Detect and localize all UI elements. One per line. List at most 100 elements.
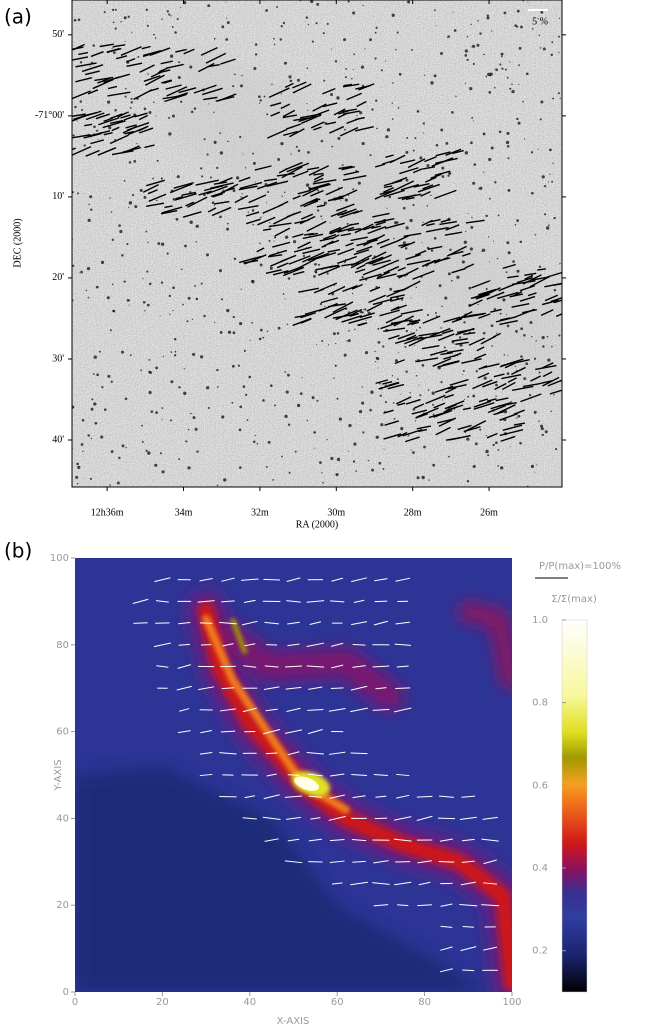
polarization-vector xyxy=(383,409,394,414)
star xyxy=(241,193,243,195)
star xyxy=(377,327,380,330)
star xyxy=(76,120,78,122)
polarization-vector xyxy=(147,189,158,195)
polarization-vector xyxy=(347,227,362,232)
polarization-vector xyxy=(165,84,182,90)
polarization-vector xyxy=(530,375,542,382)
star xyxy=(503,11,507,15)
star xyxy=(315,22,318,25)
star xyxy=(258,337,262,341)
star xyxy=(128,161,132,164)
star xyxy=(503,354,506,356)
polarization-vector xyxy=(379,309,400,317)
polarization-vector xyxy=(284,161,303,171)
polarization-vector xyxy=(85,149,100,157)
star xyxy=(427,313,430,316)
star xyxy=(172,114,175,118)
polarization-vector xyxy=(369,286,381,292)
star xyxy=(485,75,488,78)
star xyxy=(160,177,163,180)
star xyxy=(109,197,111,199)
star xyxy=(511,83,513,85)
star xyxy=(110,450,114,453)
star xyxy=(333,377,335,379)
polarization-vector xyxy=(280,254,297,263)
polarization-vector xyxy=(263,178,277,182)
star xyxy=(321,340,324,343)
star xyxy=(211,201,215,204)
star xyxy=(87,218,91,222)
star xyxy=(394,221,398,225)
star xyxy=(334,60,338,63)
star xyxy=(432,463,436,467)
polarization-vector xyxy=(353,249,370,256)
star xyxy=(110,380,113,383)
star xyxy=(322,32,325,35)
star xyxy=(168,294,172,298)
star xyxy=(148,111,152,115)
polarization-vector xyxy=(495,397,509,402)
star xyxy=(464,151,469,155)
polarization-vector xyxy=(501,381,516,391)
polarization-vector xyxy=(382,380,393,385)
star xyxy=(462,370,465,373)
star xyxy=(263,95,266,98)
star xyxy=(352,11,356,15)
polarization-vector xyxy=(353,599,365,603)
star xyxy=(170,380,174,384)
x-axis-title: RA (2000) xyxy=(296,519,339,530)
polarization-vector xyxy=(243,599,256,603)
star xyxy=(89,195,93,199)
polarization-vector xyxy=(425,394,446,405)
polarization-vector xyxy=(241,620,258,626)
polarization-vector xyxy=(303,200,319,208)
star xyxy=(239,321,243,326)
star xyxy=(421,475,425,480)
polarization-vector xyxy=(81,64,104,73)
polarization-vector xyxy=(331,882,343,885)
polarization-vector xyxy=(398,267,419,279)
vector-label: P/P(max)=100% xyxy=(539,561,621,572)
star xyxy=(384,401,388,404)
star xyxy=(538,34,541,37)
polarization-vector xyxy=(222,643,234,647)
polarization-vector xyxy=(401,280,421,292)
star xyxy=(191,318,194,320)
polarization-vector xyxy=(156,665,169,668)
star xyxy=(187,428,190,431)
star xyxy=(506,131,510,135)
star xyxy=(273,236,277,239)
polarization-vector xyxy=(464,263,475,269)
star xyxy=(559,97,561,99)
polarization-vector xyxy=(418,881,431,886)
star xyxy=(357,181,361,185)
polarization-vector xyxy=(473,400,492,408)
star xyxy=(535,340,537,342)
polarization-vector xyxy=(313,174,325,181)
star xyxy=(171,26,174,29)
star xyxy=(213,321,216,323)
star xyxy=(269,266,273,270)
star xyxy=(288,471,291,474)
polarization-vector xyxy=(143,49,162,57)
star xyxy=(161,407,164,409)
star xyxy=(504,68,507,71)
polarization-vector xyxy=(351,283,363,290)
star xyxy=(79,61,83,64)
star xyxy=(435,25,437,27)
star xyxy=(391,102,393,104)
star xyxy=(277,326,281,330)
polarization-vector xyxy=(345,242,354,247)
star xyxy=(226,17,228,19)
polarization-vector xyxy=(535,364,557,371)
polarization-vector xyxy=(145,74,165,86)
star xyxy=(487,72,491,77)
polarization-vector xyxy=(478,398,489,403)
polarization-vector xyxy=(303,232,314,236)
polarization-vector xyxy=(310,189,324,197)
star xyxy=(470,141,473,145)
star xyxy=(482,331,486,335)
polarization-vector xyxy=(354,223,374,234)
star xyxy=(98,350,101,353)
y-tick-label: 20' xyxy=(52,272,64,283)
